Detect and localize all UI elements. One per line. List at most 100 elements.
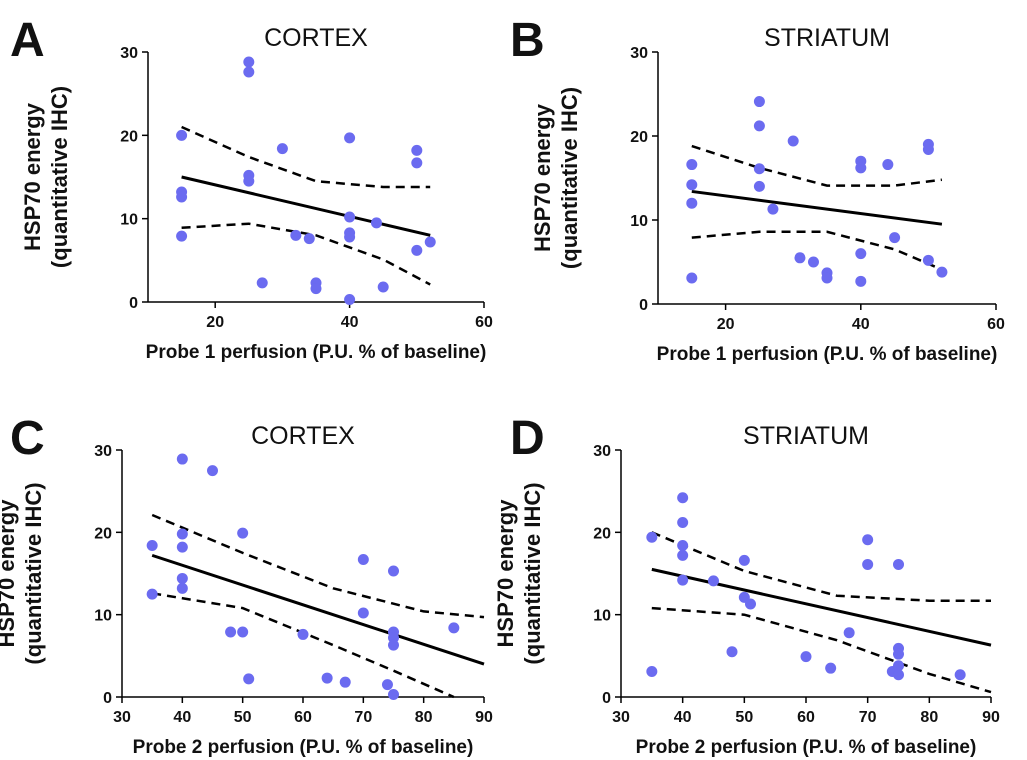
data-point xyxy=(146,540,158,552)
data-point xyxy=(794,252,806,264)
y-tick-label: 0 xyxy=(103,690,112,707)
data-point xyxy=(686,272,698,284)
data-point xyxy=(787,135,799,147)
x-axis-label: Probe 1 perfusion (P.U. % of baseline) xyxy=(146,342,487,363)
panel-label: C xyxy=(10,412,45,465)
x-tick-label: 20 xyxy=(717,316,735,333)
data-point xyxy=(357,607,369,619)
x-tick-label: 30 xyxy=(612,709,630,726)
data-point xyxy=(862,558,874,570)
y-tick-label: 20 xyxy=(630,129,648,146)
y-tick-label: 0 xyxy=(602,690,611,707)
data-point xyxy=(381,679,393,691)
data-point xyxy=(893,648,904,660)
data-point xyxy=(176,129,188,141)
data-point xyxy=(297,628,309,640)
data-point xyxy=(176,541,188,553)
y-tick-label: 20 xyxy=(593,525,611,542)
data-point xyxy=(237,527,249,539)
chart-title: CORTEX xyxy=(264,24,368,52)
data-point xyxy=(800,651,812,663)
x-tick-label: 90 xyxy=(982,709,1000,726)
data-point xyxy=(893,669,904,681)
data-point xyxy=(936,266,948,278)
x-axis-label: Probe 2 perfusion (P.U. % of baseline) xyxy=(636,737,977,758)
data-point xyxy=(448,622,460,634)
y-axis-label-line: HSP70 energy xyxy=(20,102,45,251)
data-point xyxy=(176,528,188,540)
data-point xyxy=(767,203,779,215)
x-tick-label: 40 xyxy=(341,314,359,331)
data-point xyxy=(646,665,658,677)
data-point xyxy=(176,191,188,203)
data-point xyxy=(686,179,698,191)
data-point xyxy=(855,162,867,174)
y-tick-label: 10 xyxy=(593,608,611,625)
data-point xyxy=(344,231,356,243)
ci-lower-line xyxy=(651,606,992,694)
data-point xyxy=(862,534,874,546)
y-tick-label: 10 xyxy=(94,608,112,625)
data-point xyxy=(237,626,249,638)
data-point xyxy=(843,627,855,639)
data-point xyxy=(310,283,322,295)
panel-d: D STRIATUM 0 10 20 30 30 40 50 60 70 80 90 Probe 2 pe… xyxy=(493,412,1000,758)
chart-title: CORTEX xyxy=(251,422,355,450)
data-point xyxy=(424,236,436,248)
y-axis-label-line: HSP70 energy xyxy=(0,499,19,648)
data-point xyxy=(276,143,288,155)
data-point xyxy=(357,554,369,566)
x-tick-label: 40 xyxy=(852,316,870,333)
y-axis-label-line: (quantitative IHC) xyxy=(557,87,582,269)
data-point xyxy=(344,132,356,144)
x-tick-label: 20 xyxy=(206,314,224,331)
y-axis-label-line: HSP70 energy xyxy=(530,103,555,252)
ci-lower-line xyxy=(181,222,431,286)
data-point xyxy=(176,453,188,465)
panel-b: B STRIATUM 0 10 20 30 20 40 60 Probe 1 perfusion … xyxy=(510,14,1005,365)
data-point xyxy=(745,598,756,610)
y-tick-label: 10 xyxy=(630,213,648,230)
y-axis-label-line: (quantitative IHC) xyxy=(47,86,72,268)
data-point xyxy=(677,492,689,504)
x-tick-label: 90 xyxy=(475,709,493,726)
x-tick-label: 60 xyxy=(987,316,1005,333)
y-axis-label: HSP70 energy(quantitative IHC) xyxy=(20,86,72,268)
data-point xyxy=(388,639,399,651)
x-tick-label: 50 xyxy=(234,709,252,726)
data-point xyxy=(825,662,837,674)
data-point xyxy=(889,232,901,244)
data-point xyxy=(388,565,399,577)
data-point xyxy=(339,676,351,688)
data-point xyxy=(321,672,333,684)
y-tick-label: 30 xyxy=(593,443,611,460)
data-point xyxy=(290,229,302,241)
ci-upper-line xyxy=(151,513,485,619)
data-point xyxy=(753,163,765,175)
data-point xyxy=(344,294,356,305)
data-point xyxy=(370,217,382,229)
x-tick-label: 60 xyxy=(294,709,312,726)
x-tick-label: 60 xyxy=(475,314,493,331)
panel-label: A xyxy=(10,14,45,67)
regression-line xyxy=(651,567,992,647)
data-point xyxy=(646,531,658,543)
y-axis-label: HSP70 energy(quantitative IHC) xyxy=(493,482,545,664)
ci-upper-line xyxy=(651,531,991,602)
data-point xyxy=(677,540,689,552)
data-point xyxy=(855,248,867,260)
chart-title: STRIATUM xyxy=(764,24,890,52)
x-axis-label: Probe 1 perfusion (P.U. % of baseline) xyxy=(657,344,998,365)
data-point xyxy=(753,120,765,132)
regression-line xyxy=(181,175,431,237)
data-point xyxy=(243,175,255,187)
ci-lower-line xyxy=(691,230,943,271)
y-tick-label: 0 xyxy=(639,297,648,314)
data-point xyxy=(303,233,315,245)
data-point xyxy=(388,689,399,701)
data-point xyxy=(726,646,738,658)
data-point xyxy=(807,256,819,268)
x-tick-label: 40 xyxy=(674,709,692,726)
x-tick-label: 70 xyxy=(859,709,877,726)
